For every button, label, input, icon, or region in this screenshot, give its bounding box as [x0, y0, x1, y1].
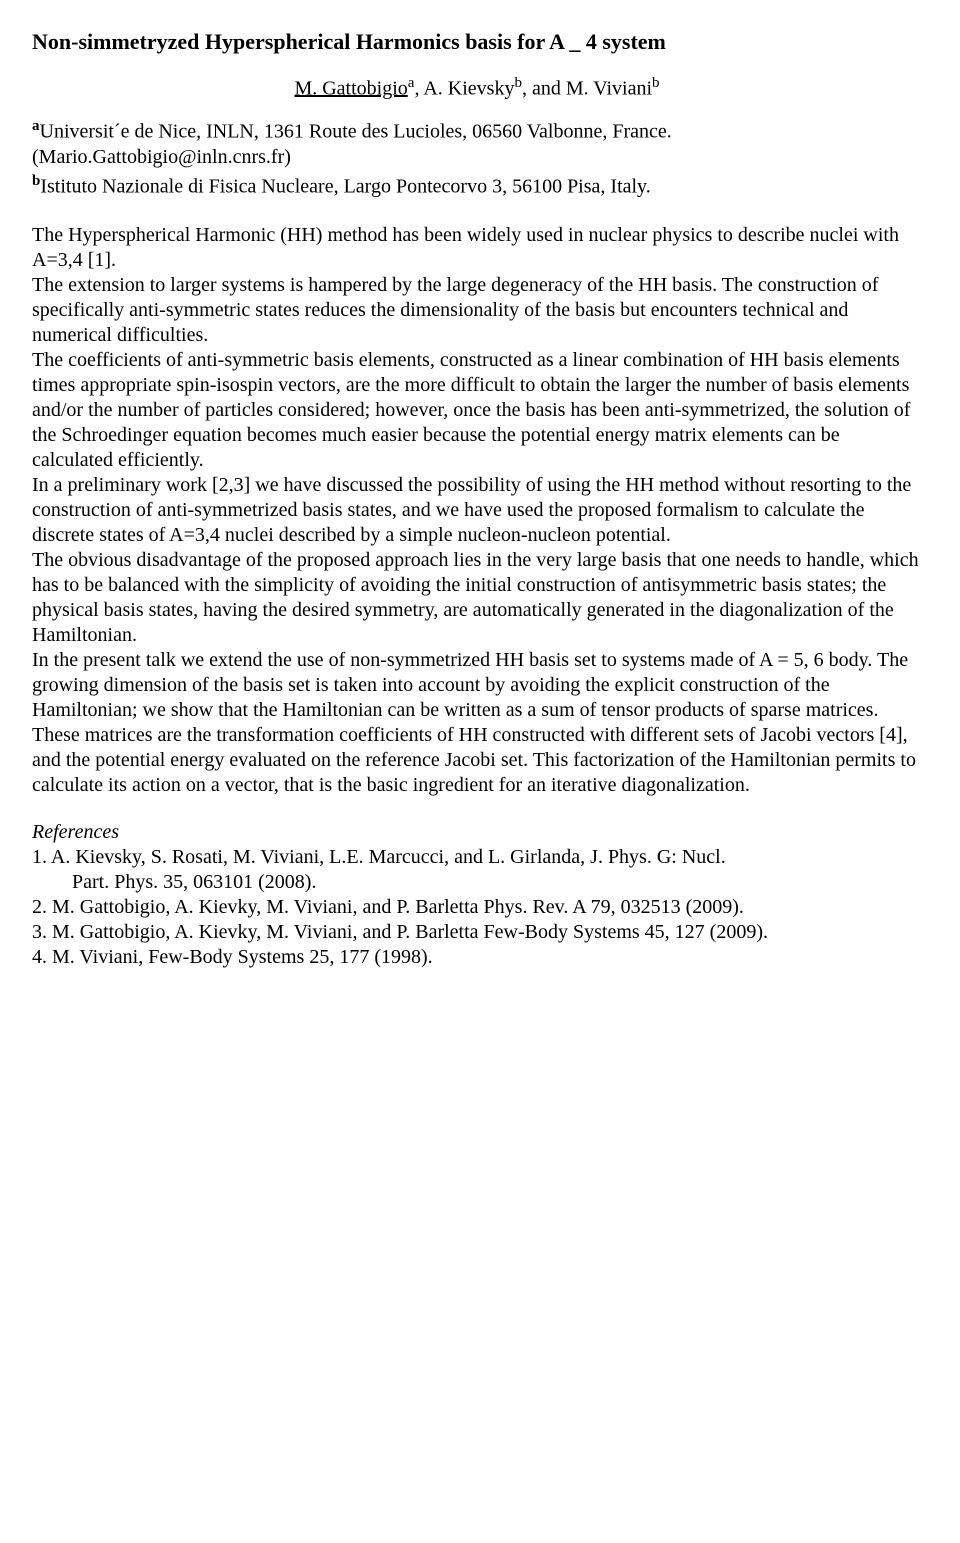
reference-item: 1. A. Kievsky, S. Rosati, M. Viviani, L.…: [32, 845, 922, 870]
reference-item: 3. M. Gattobigio, A. Kievky, M. Viviani,…: [32, 920, 922, 945]
references-heading: References: [32, 820, 922, 845]
affiliation-a: aUniversit´e de Nice, INLN, 1361 Route d…: [32, 117, 922, 170]
reference-item-cont: Part. Phys. 35, 063101 (2008).: [32, 870, 922, 895]
paragraph: In a preliminary work [2,3] we have disc…: [32, 473, 922, 548]
paragraph: The Hyperspherical Harmonic (HH) method …: [32, 223, 922, 273]
paragraph: The extension to larger systems is hampe…: [32, 273, 922, 348]
affiliation-b: bIstituto Nazionale di Fisica Nucleare, …: [32, 172, 922, 200]
reference-item: 4. M. Viviani, Few-Body Systems 25, 177 …: [32, 945, 922, 970]
paragraph: In the present talk we extend the use of…: [32, 648, 922, 798]
reference-item: 2. M. Gattobigio, A. Kievky, M. Viviani,…: [32, 895, 922, 920]
authors-line: M. Gattobigioa, A. Kievskyb, and M. Vivi…: [32, 74, 922, 102]
abstract-body: The Hyperspherical Harmonic (HH) method …: [32, 223, 922, 798]
paragraph: The obvious disadvantage of the proposed…: [32, 548, 922, 648]
paper-title: Non-simmetryzed Hyperspherical Harmonics…: [32, 28, 922, 56]
paragraph: The coefficients of anti-symmetric basis…: [32, 348, 922, 473]
